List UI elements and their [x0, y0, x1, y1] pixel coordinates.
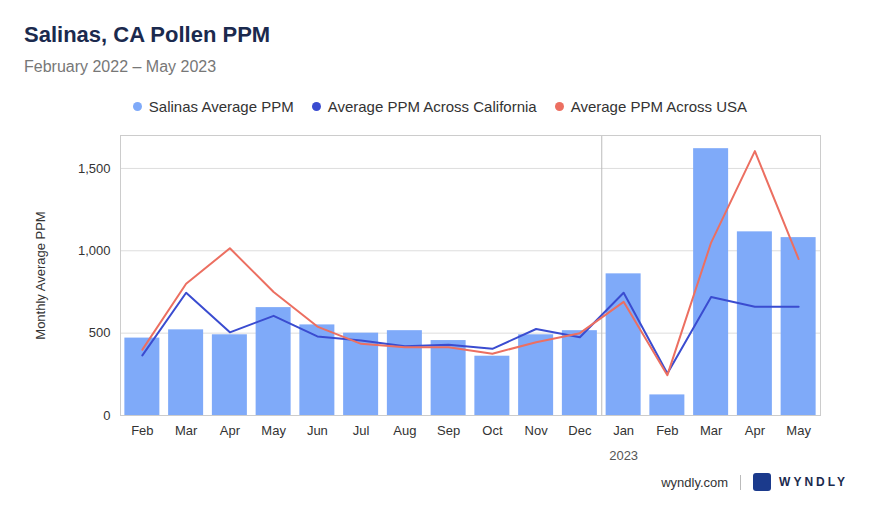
svg-text:Oct: Oct	[482, 423, 503, 438]
html-text:Average PPM Across USA: Average PPM Across USA	[570, 98, 748, 115]
svg-text:Dec: Dec	[568, 423, 592, 438]
svg-text:1,000: 1,000	[78, 243, 111, 258]
svg-text:Mar: Mar	[700, 423, 723, 438]
svg-text:Sep: Sep	[437, 423, 460, 438]
html-text:Salinas Average PPM: Salinas Average PPM	[148, 98, 294, 115]
svg-text:Feb: Feb	[656, 423, 678, 438]
svg-text:Mar: Mar	[175, 423, 198, 438]
html-text:wyndly.com: wyndly.com	[661, 474, 729, 490]
html-text:Salinas, CA Pollen PPM: Salinas, CA Pollen PPM	[24, 22, 271, 47]
svg-text:May: May	[786, 423, 811, 438]
svg-text:Apr: Apr	[220, 423, 241, 438]
svg-text:May: May	[261, 423, 286, 438]
svg-text:Jan: Jan	[613, 423, 634, 438]
svg-text:Aug: Aug	[393, 423, 416, 438]
svg-text:1,500: 1,500	[78, 161, 111, 176]
svg-text:0: 0	[103, 408, 110, 423]
html-text:WYNDLY: WYNDLY	[779, 475, 848, 489]
svg-text:500: 500	[89, 325, 111, 340]
svg-text:Apr: Apr	[745, 423, 766, 438]
svg-text:Jul: Jul	[353, 423, 370, 438]
svg-text:Feb: Feb	[131, 423, 153, 438]
html-text:February 2022 – May 2023: February 2022 – May 2023	[24, 58, 217, 75]
html-text:Average PPM Across California: Average PPM Across California	[327, 98, 537, 115]
svg-text:Jun: Jun	[307, 423, 328, 438]
svg-text:Monthly Average PPM: Monthly Average PPM	[33, 211, 48, 339]
svg-text:2023: 2023	[609, 448, 638, 463]
svg-text:Nov: Nov	[525, 423, 549, 438]
